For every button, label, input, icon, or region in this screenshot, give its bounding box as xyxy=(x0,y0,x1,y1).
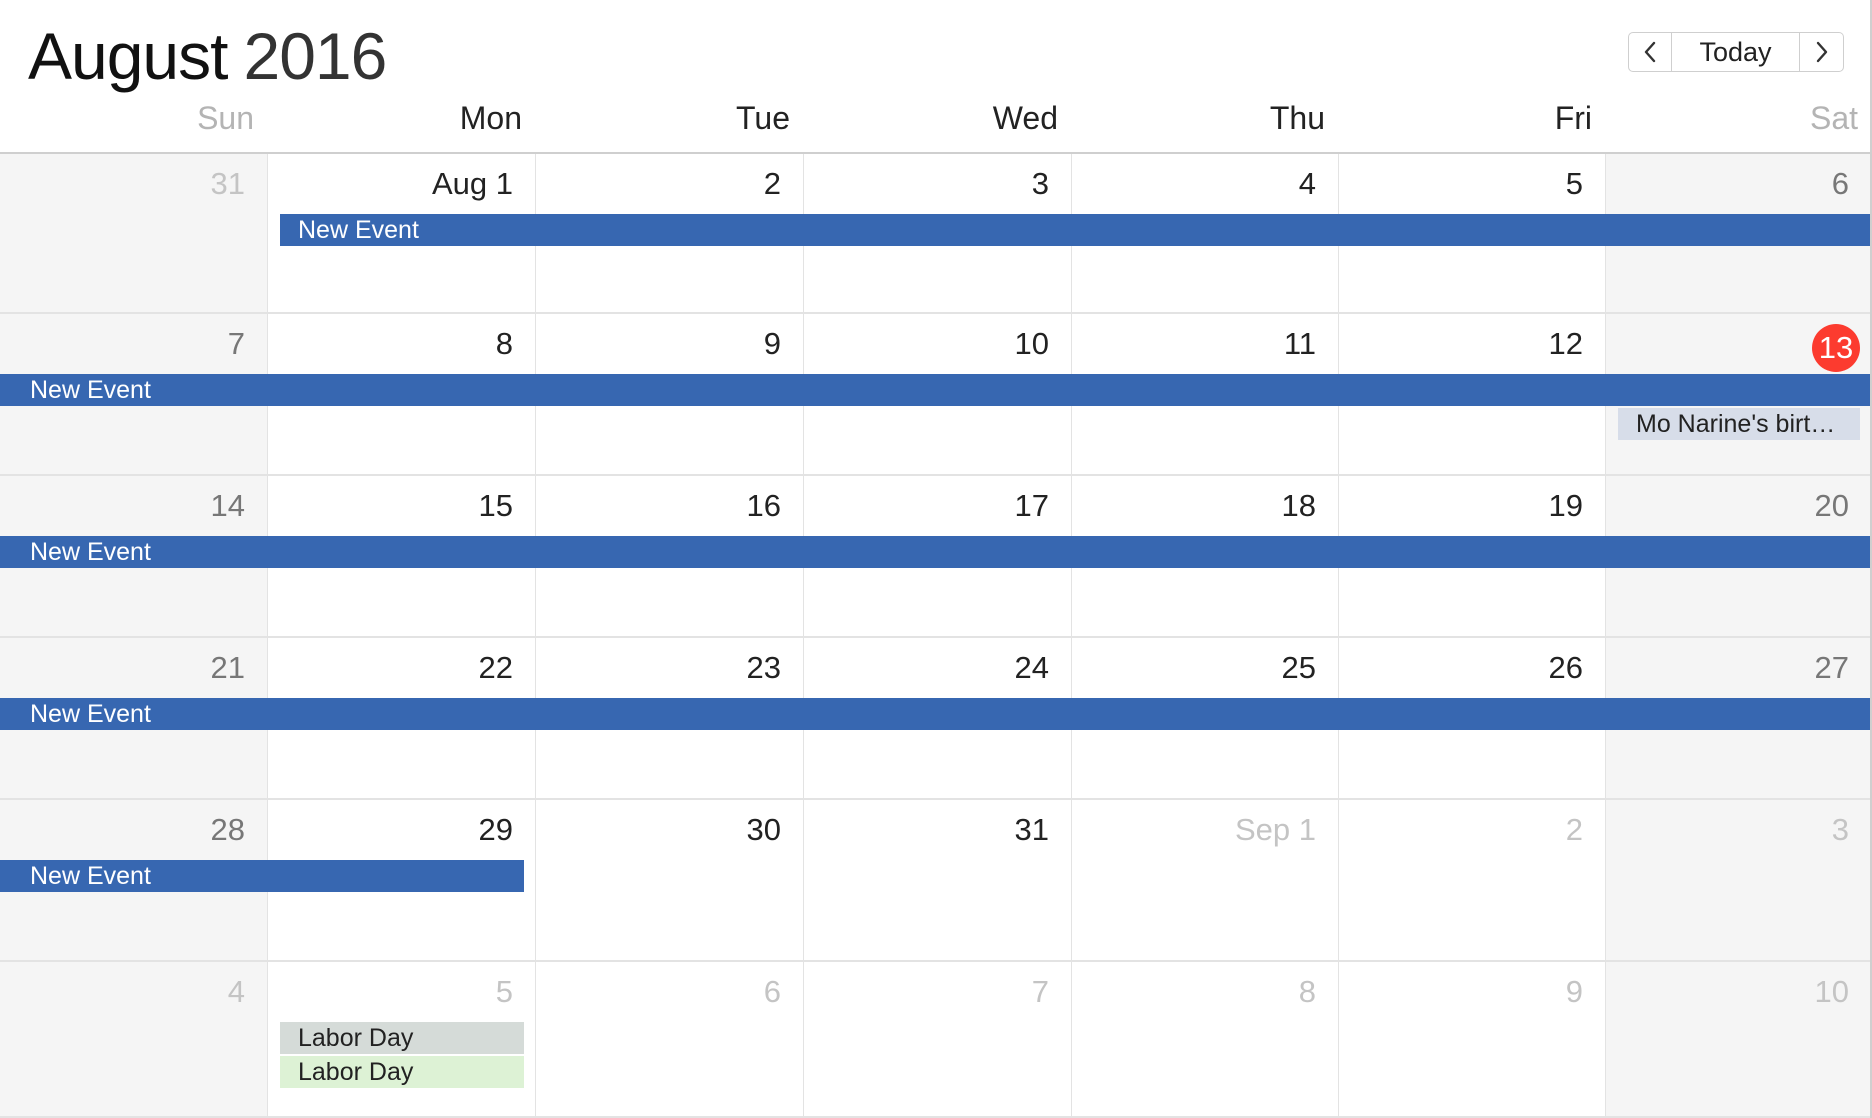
day-number: 7 xyxy=(1031,974,1049,1009)
calendar-header: August 2016 Today Sun Mon Tue Wed Thu Fri Sat xyxy=(0,0,1872,152)
today-button[interactable]: Today xyxy=(1672,32,1800,72)
day-number: 16 xyxy=(746,488,781,523)
day-number: 15 xyxy=(478,488,513,523)
day-number: 31 xyxy=(1014,812,1049,847)
day-number: 29 xyxy=(478,812,513,847)
day-number: 26 xyxy=(1548,650,1583,685)
day-number: 2 xyxy=(1565,812,1583,847)
window-edge xyxy=(1870,0,1872,1118)
weekday-tue: Tue xyxy=(736,100,790,136)
chevron-right-icon xyxy=(1816,41,1827,63)
day-cell[interactable]: 10 xyxy=(1606,962,1872,1118)
weekday-fri: Fri xyxy=(1554,100,1592,136)
day-number: 4 xyxy=(227,974,245,1009)
day-number: 17 xyxy=(1014,488,1049,523)
event-bar[interactable]: New Event xyxy=(0,374,1872,406)
day-cell[interactable]: Sep 1 xyxy=(1072,800,1339,962)
day-cell[interactable]: 7 xyxy=(804,962,1072,1118)
day-number: 2 xyxy=(763,166,781,201)
day-number: 3 xyxy=(1831,812,1849,847)
day-cell[interactable]: 2 xyxy=(1339,800,1606,962)
day-number: 28 xyxy=(210,812,245,847)
day-cell[interactable]: 10 xyxy=(804,314,1072,476)
birthday-event[interactable]: Mo Narine's birt… xyxy=(1618,408,1860,440)
day-number: 8 xyxy=(1298,974,1316,1009)
day-cell[interactable]: 30 xyxy=(536,800,804,962)
day-cell[interactable]: 9 xyxy=(1339,962,1606,1118)
year-label: 2016 xyxy=(243,19,387,93)
holiday-event[interactable]: Labor Day xyxy=(280,1056,524,1088)
holiday-event[interactable]: Labor Day xyxy=(280,1022,524,1054)
month-title: August 2016 xyxy=(28,18,387,94)
weekday-wed: Wed xyxy=(992,100,1058,136)
day-number: 9 xyxy=(763,326,781,361)
today-indicator: 13 xyxy=(1812,324,1860,372)
day-number: 9 xyxy=(1565,974,1583,1009)
day-number: Sep 1 xyxy=(1234,812,1316,847)
weekday-mon: Mon xyxy=(459,100,522,136)
day-number: 5 xyxy=(1565,166,1583,201)
day-number: 8 xyxy=(495,326,513,361)
day-number: 3 xyxy=(1031,166,1049,201)
day-number: 7 xyxy=(227,326,245,361)
day-number: 27 xyxy=(1814,650,1849,685)
day-number: 6 xyxy=(763,974,781,1009)
day-number: 21 xyxy=(210,650,245,685)
day-cell[interactable]: 3 xyxy=(1606,800,1872,962)
day-cell[interactable]: 31 xyxy=(0,154,268,314)
next-month-button[interactable] xyxy=(1800,32,1844,72)
day-number: 30 xyxy=(746,812,781,847)
weekday-thu: Thu xyxy=(1269,100,1325,136)
event-bar[interactable]: New Event xyxy=(0,860,524,892)
weekday-sat: Sat xyxy=(1809,100,1858,136)
day-number: 12 xyxy=(1548,326,1583,361)
day-number: 25 xyxy=(1281,650,1316,685)
day-number: 11 xyxy=(1283,326,1316,361)
event-bar[interactable]: New Event xyxy=(0,536,1872,568)
day-number: 5 xyxy=(495,974,513,1009)
day-cell[interactable]: 4 xyxy=(0,962,268,1118)
day-number: 10 xyxy=(1814,974,1849,1009)
day-number: 6 xyxy=(1831,166,1849,201)
day-number: 4 xyxy=(1298,166,1316,201)
month-name: August xyxy=(28,19,228,93)
day-number: 31 xyxy=(210,166,245,201)
previous-month-button[interactable] xyxy=(1628,32,1672,72)
weekday-sun: Sun xyxy=(197,100,254,136)
day-number: 24 xyxy=(1014,650,1049,685)
day-cell[interactable]: 31 xyxy=(804,800,1072,962)
day-number: 10 xyxy=(1014,326,1049,361)
day-number: 22 xyxy=(478,650,513,685)
day-number: 19 xyxy=(1548,488,1583,523)
day-cell[interactable]: 29 xyxy=(268,800,536,962)
day-number: Aug 1 xyxy=(431,166,513,201)
day-number: 14 xyxy=(210,488,245,523)
day-cell[interactable]: 8 xyxy=(1072,962,1339,1118)
event-bar[interactable]: New Event xyxy=(280,214,1872,246)
day-cell[interactable]: 5 xyxy=(268,962,536,1118)
day-number: 18 xyxy=(1281,488,1316,523)
day-number: 23 xyxy=(746,650,781,685)
month-grid: 31 Aug 1 2 3 4 5 6 7 8 9 10 11 12 13 14 15 16 17 18 19 20 21 2… xyxy=(0,154,1872,1118)
chevron-left-icon xyxy=(1644,41,1656,63)
day-number: 20 xyxy=(1814,488,1849,523)
header-divider xyxy=(0,152,1872,154)
day-cell[interactable]: 6 xyxy=(536,962,804,1118)
event-bar[interactable]: New Event xyxy=(0,698,1872,730)
